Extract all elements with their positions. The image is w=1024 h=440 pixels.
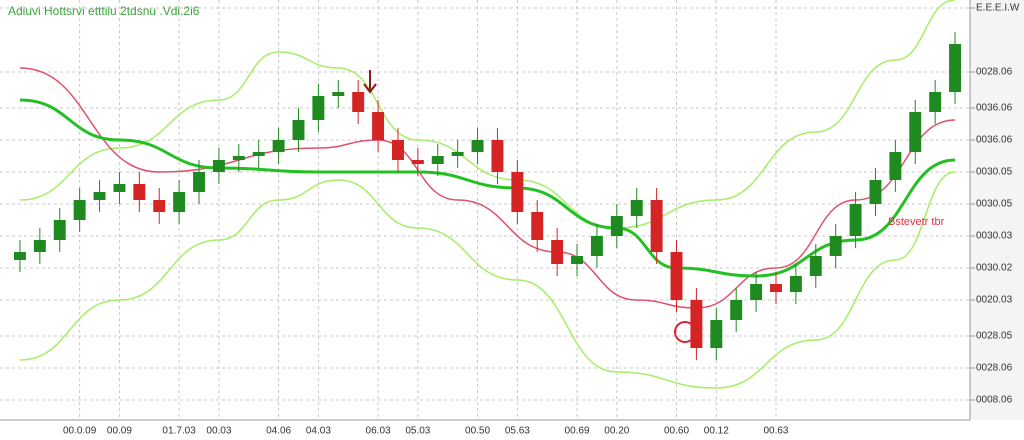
indicator-line [19, 0, 956, 229]
x-tick-label: 00.50 [465, 426, 490, 437]
candle-body [590, 236, 603, 256]
candle-body [93, 192, 106, 200]
candle-body [551, 240, 564, 264]
y-tick-label: 0036.06 [976, 135, 1013, 146]
signal-circle [674, 321, 696, 343]
candle-body [292, 120, 305, 140]
x-tick-label: 00.03 [206, 426, 231, 437]
x-tick-label: 05.63 [505, 426, 530, 437]
y-tick-label: 0030.02 [976, 263, 1013, 274]
y-tick-label: 0030.05 [976, 167, 1013, 178]
y-tick-label: 0028.05 [976, 331, 1013, 342]
candle-body [531, 212, 544, 240]
candle-body [909, 112, 922, 152]
candle-body [710, 320, 723, 348]
x-tick-label: 00.0.09 [63, 426, 97, 437]
candle-body [212, 160, 225, 172]
candle-body [193, 172, 205, 192]
candle-body [491, 140, 504, 172]
axes: E.E.E.I.W 0028.06 0036.06 0036.06 0030.05 003… [63, 3, 1020, 437]
candle-body [849, 204, 862, 236]
y-tick-label: 0028.06 [976, 67, 1013, 78]
y-axis-panel [970, 0, 1024, 420]
candle-body [511, 172, 524, 212]
x-tick-label: 04.03 [306, 426, 331, 437]
candle-body [133, 184, 146, 200]
candle-body [312, 96, 325, 120]
candle-body [232, 156, 245, 160]
candle-body [690, 300, 703, 348]
y-tick-label: E.E.E.I.W [976, 3, 1020, 14]
candle-body [610, 216, 623, 236]
candle-body [252, 152, 265, 156]
candle-body [789, 276, 802, 292]
candle-body [809, 256, 822, 276]
candle-body [173, 192, 186, 212]
candle-body [451, 152, 464, 156]
y-tick-label: 0020.03 [976, 295, 1013, 306]
candle-body [153, 200, 166, 212]
x-tick-label: 00.12 [704, 426, 729, 437]
y-tick-label: 0028.06 [976, 363, 1013, 374]
x-tick-label: 06.03 [366, 426, 391, 437]
annotation: Bstevetr tbr [888, 216, 945, 228]
candle-body [33, 240, 46, 252]
candle-body [949, 44, 962, 92]
candle-body [630, 200, 643, 216]
x-tick-label: 04.06 [266, 426, 291, 437]
candle-body [670, 252, 683, 300]
candle-body [431, 156, 444, 164]
candle-body [73, 200, 86, 220]
candle-body [392, 140, 404, 160]
candles [13, 32, 962, 360]
x-tick-label: 01.7.03 [162, 426, 196, 437]
y-tick-label: 0036.06 [976, 103, 1013, 114]
candle-body [13, 252, 26, 260]
x-tick-label: 00.69 [565, 426, 590, 437]
x-tick-label: 00.60 [664, 426, 689, 437]
y-tick-label: 0030.03 [976, 231, 1013, 242]
candle-body [53, 220, 66, 240]
candle-body [332, 92, 345, 96]
candle-body [471, 140, 484, 152]
chart-title: Adiuvi Hottsrvi etttiiu 2tdsnu .Vdi.2i6 [8, 4, 200, 18]
candle-body [352, 92, 365, 112]
y-tick-label: 0030.05 [976, 199, 1013, 210]
x-tick-label: 05.03 [405, 426, 430, 437]
candle-body [650, 200, 663, 252]
candle-body [272, 140, 285, 152]
candle-body [411, 160, 424, 164]
x-tick-label: 00.20 [604, 426, 629, 437]
candle-body [730, 300, 743, 320]
candle-body [113, 184, 126, 192]
candle-body [869, 180, 882, 204]
candle-body [889, 152, 902, 180]
candle-body [372, 112, 385, 140]
signal-arrow [363, 70, 377, 94]
candle-body [829, 236, 842, 256]
y-tick-label: 0008.06 [976, 395, 1013, 406]
candle-body [770, 284, 782, 292]
x-tick-label: 00.63 [763, 426, 788, 437]
x-tick-label: 00.09 [107, 426, 132, 437]
indicator-line [19, 171, 956, 389]
candle-body [750, 284, 763, 300]
candle-body [929, 92, 942, 112]
candle-body [571, 256, 583, 264]
